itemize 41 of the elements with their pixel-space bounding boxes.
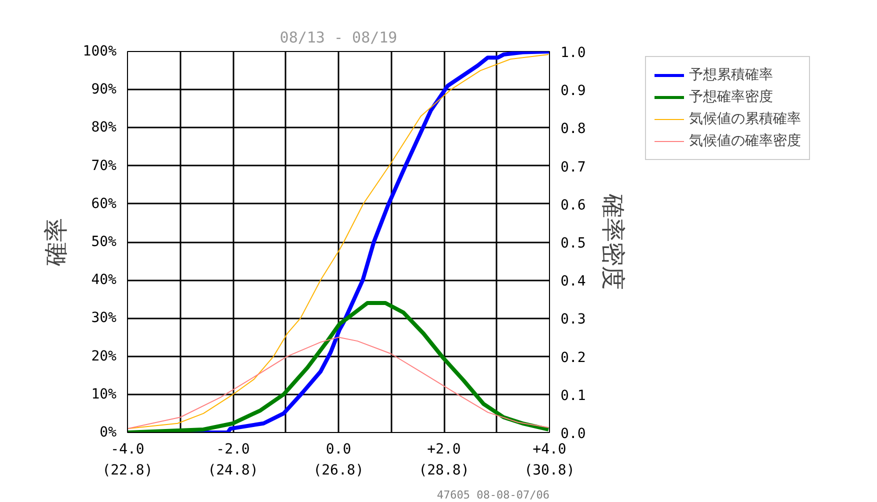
x-tick-label: +4.0 [532,442,566,458]
y-tick-label: 30% [91,310,118,326]
y-tick-label: 50% [91,234,118,250]
x2-tick-label: (26.8) [313,462,364,478]
x2-tick-label: (30.8) [524,462,575,478]
x2-tick-label: (24.8) [208,462,258,478]
y-tick-label: 60% [91,196,118,212]
text: 47605 08-08-07/06 [436,488,550,502]
x-tick-label: -4.0 [110,442,144,458]
line-series [128,336,549,430]
y2-tick-label: 0.9 [560,83,586,100]
y2-axis-title: 確率密度 [598,193,627,290]
y2-tick-label: 0.2 [560,350,586,366]
y2-tick-label: 0.4 [560,274,586,290]
y2-tick-label: 0.8 [560,121,586,138]
y2-tick-label: 0.0 [560,426,586,442]
x-tick-label: -2.0 [216,442,250,458]
legend-label: 予想確率密度 [689,88,773,106]
y2-tick-label: 0.1 [560,388,586,404]
y2-tick-label: 0.7 [560,159,586,176]
x2-tick-label: (28.8) [418,462,470,478]
x-tick-label: 0.0 [326,442,352,458]
y-tick-label: 0% [100,424,118,440]
y-tick-label: 90% [91,82,118,98]
y-tick-label: 100% [82,44,118,60]
y-tick-label: 40% [91,272,118,288]
y-tick-label: 80% [91,120,118,136]
y2-tick-label: 0.6 [560,197,586,214]
y-axis-title: 確率 [42,218,70,267]
x-tick-label: +2.0 [427,442,461,458]
y2-tick-label: 0.3 [560,312,586,328]
y-tick-label: 70% [91,158,118,174]
legend-label: 気候値の確率密度 [689,132,801,150]
chart-title: 08/13 - 08/19 [280,28,398,46]
legend-label: 気候値の累積確率 [689,110,801,128]
legend-label: 予想累積確率 [689,66,773,84]
y2-tick-label: 0.5 [560,236,586,252]
y-tick-label: 20% [91,348,118,364]
y2-tick-label: 1.0 [560,45,586,61]
y-tick-label: 10% [91,386,118,402]
x2-tick-label: (22.8) [102,462,153,478]
